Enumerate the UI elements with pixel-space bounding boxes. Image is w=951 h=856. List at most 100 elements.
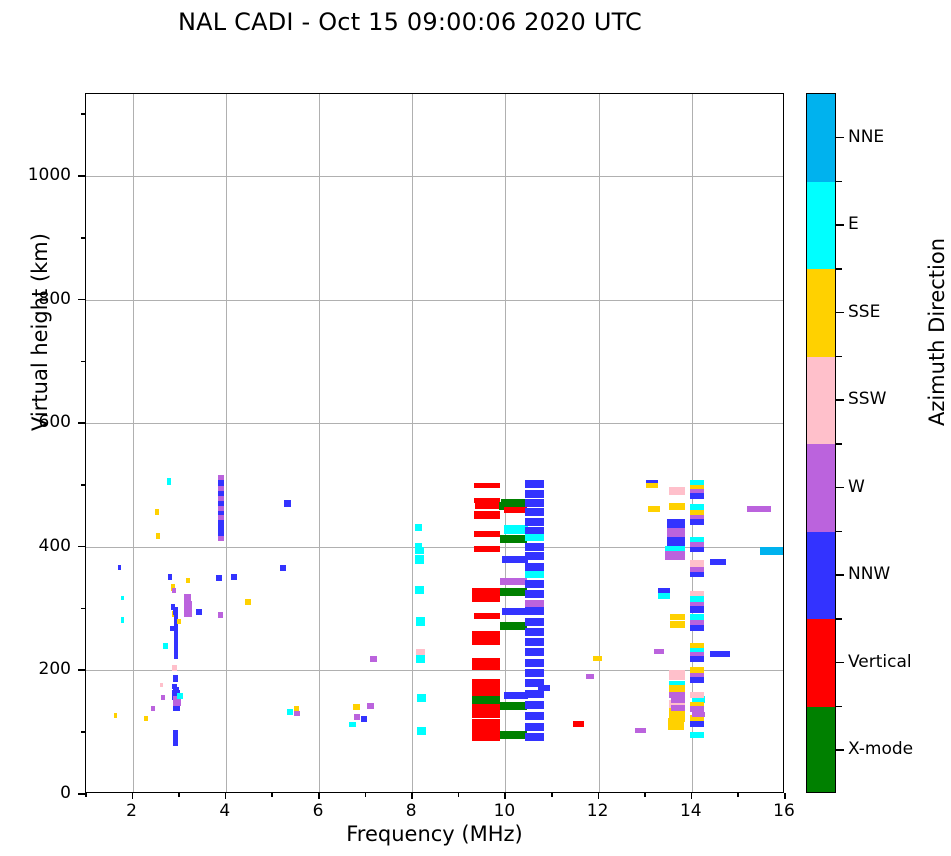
data-mark [414,524,423,532]
gridline-vertical [412,94,414,792]
data-mark [500,621,528,630]
data-mark [500,535,528,544]
data-mark [524,552,544,561]
data-mark [524,489,544,498]
data-mark [500,730,528,739]
gridline-horizontal [86,423,783,425]
data-mark [120,616,124,623]
data-mark [586,674,594,680]
data-mark [218,535,224,541]
plot-area[interactable] [85,93,784,793]
colorbar-boundary-tick [836,618,842,620]
data-mark [173,606,178,615]
x-tick-minor [364,793,367,797]
data-mark [524,647,544,656]
data-mark [415,547,424,555]
data-mark [184,593,191,602]
y-tick-label: 800 [38,288,71,309]
y-tick-mark [78,422,85,424]
data-mark [690,706,705,713]
data-mark [670,705,685,712]
data-mark [690,620,705,627]
data-mark [349,721,356,727]
data-mark [218,480,224,487]
data-mark [668,699,685,709]
colorbar-label-vertical: Vertical [848,651,912,672]
data-mark [473,498,500,504]
data-mark [690,596,705,603]
data-mark [665,551,685,561]
data-mark [287,708,294,715]
data-mark [498,502,527,511]
data-mark [524,607,544,616]
y-tick-label: 400 [38,535,71,556]
data-mark [690,651,705,658]
colorbar-segment-nne [807,94,835,182]
data-mark [471,679,500,692]
colorbar-segment-vertical [807,619,835,707]
data-mark [366,702,374,709]
data-mark [524,733,544,742]
x-tick-mark [411,793,413,799]
data-mark [173,705,180,711]
x-tick-mark [318,793,320,799]
data-mark [172,674,179,682]
colorbar-segment-sse [807,269,835,357]
x-tick-mark [597,793,600,799]
data-mark [524,499,544,507]
data-mark [746,505,771,512]
gridline-vertical [132,94,134,792]
x-axis-label: Frequency (MHz) [346,822,523,846]
data-mark [159,683,164,688]
colorbar-boundary-tick [836,530,842,532]
data-mark [524,562,544,571]
data-mark [195,608,202,615]
data-mark [503,691,528,699]
colorbar-tick [836,136,844,139]
data-mark [503,525,528,535]
data-mark [690,692,705,699]
y-tick-mark [78,793,85,795]
gridline-horizontal [86,546,783,548]
gridline-vertical [505,94,507,792]
y-tick-label: 600 [38,412,71,433]
data-mark [760,546,783,555]
data-mark [118,564,122,570]
data-mark [691,695,705,703]
y-tick-mark [78,175,85,177]
y-axis-label: Virtual height (km) [28,233,52,431]
colorbar-tick [836,661,844,664]
data-mark [218,528,224,536]
data-mark [670,621,686,629]
data-mark [665,545,685,554]
data-mark [668,685,685,693]
data-mark [504,507,528,514]
data-mark [151,705,155,711]
data-mark [524,517,544,526]
data-mark [524,689,544,698]
data-mark [690,715,705,723]
y-tick-minor [81,731,85,733]
data-mark [218,519,224,530]
gridline-vertical [225,94,227,792]
data-mark [353,703,360,710]
data-mark [524,723,544,732]
data-mark [690,702,705,709]
colorbar-boundary-tick [836,443,842,445]
data-mark [524,668,544,677]
data-mark [171,587,176,593]
data-mark [691,712,705,718]
colorbar-label-e: E [848,214,859,235]
data-mark [293,706,300,713]
data-mark [690,493,705,500]
data-mark [414,543,423,549]
data-mark [690,547,705,553]
colorbar-label: Azimuth Direction [925,237,949,427]
gridline-vertical [598,94,600,792]
data-mark [170,604,175,611]
x-tick-minor [85,793,87,797]
data-mark [524,542,544,551]
data-mark [471,588,500,603]
colorbar[interactable] [806,93,836,793]
data-mark [176,693,184,700]
